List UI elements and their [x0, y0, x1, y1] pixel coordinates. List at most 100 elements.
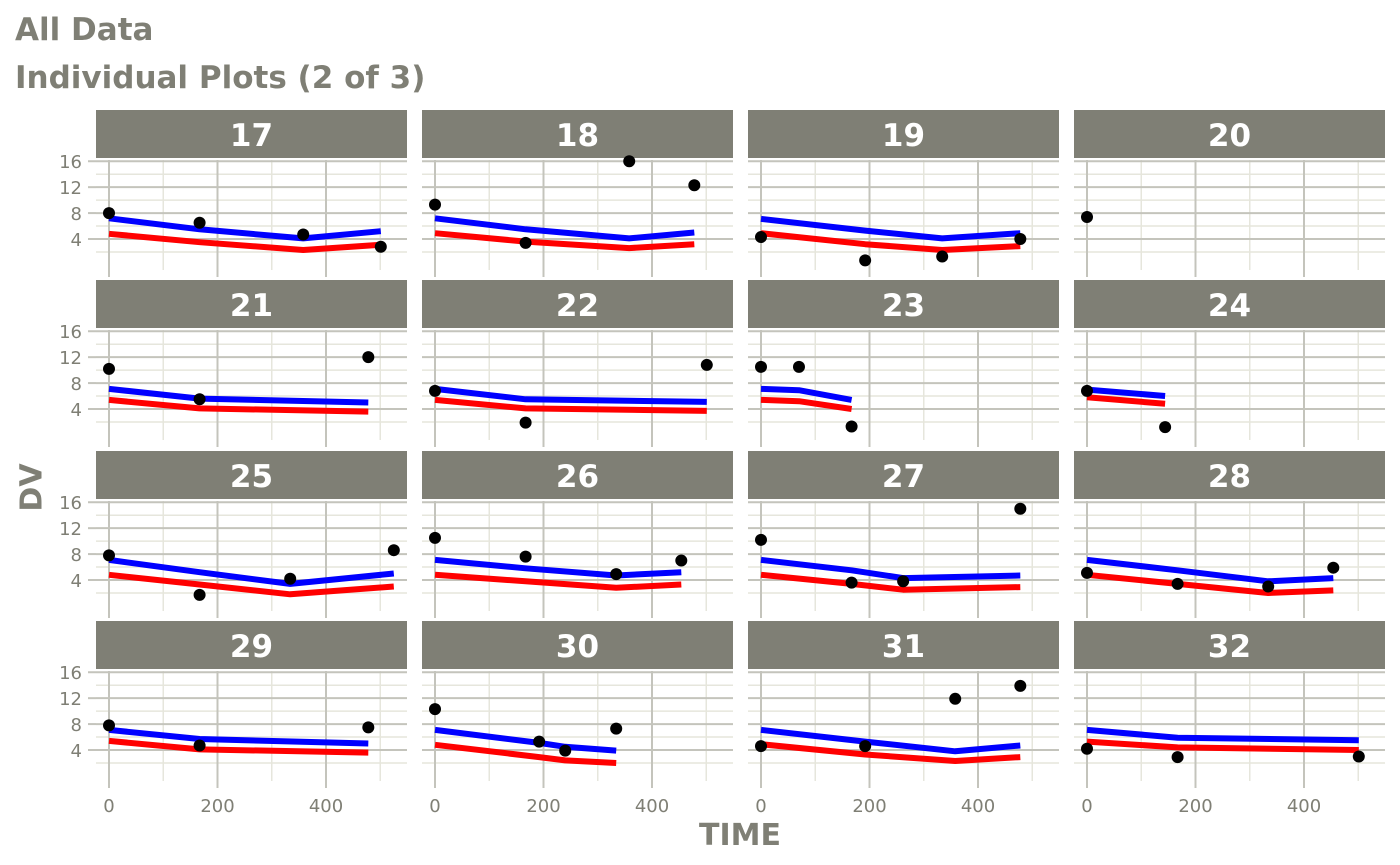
data-point	[755, 231, 767, 244]
data-point	[792, 360, 805, 373]
series-blue-line	[108, 215, 382, 242]
series-red-line	[434, 230, 695, 252]
facet-panel-28: 28	[1074, 451, 1385, 618]
data-point	[1081, 742, 1093, 755]
facet-panel-18: 18	[422, 110, 733, 277]
y-tick-label: 16	[59, 152, 82, 173]
data-point	[1352, 750, 1365, 763]
series-blue-line	[434, 385, 707, 405]
series-red-line	[760, 396, 853, 412]
panel-background	[1074, 501, 1385, 611]
y-tick-label: 4	[71, 400, 82, 421]
series-blue-line	[760, 726, 1021, 755]
facet-strip	[96, 110, 407, 158]
series-red-line	[434, 571, 682, 591]
data-point	[1171, 577, 1184, 590]
data-point	[623, 155, 636, 168]
panel-background	[748, 501, 1059, 611]
panel-background	[748, 671, 1059, 781]
x-tick-label: 0	[429, 796, 440, 817]
series-blue-line	[1086, 386, 1166, 399]
data-point	[193, 739, 206, 752]
x-axis-label: TIME	[699, 818, 781, 853]
series-red-line	[108, 230, 382, 253]
facet-strip-label: 22	[556, 288, 599, 324]
facet-panel-29: 29 4 8 12 16 0 200 400	[59, 621, 407, 817]
facet-strip-label: 18	[556, 118, 599, 154]
y-tick-label: 4	[71, 741, 82, 762]
series-red-line	[108, 396, 369, 415]
series-red-line	[108, 571, 395, 598]
panel-background	[1074, 160, 1385, 270]
panel-background	[748, 330, 1059, 440]
y-tick-label: 4	[71, 571, 82, 592]
facet-strip-label: 21	[230, 288, 273, 324]
data-point	[1327, 561, 1340, 574]
facet-strip-label: 19	[882, 118, 925, 154]
x-tick-label: 400	[309, 796, 343, 817]
data-point	[429, 198, 441, 211]
series-blue-line	[760, 556, 1021, 582]
data-point	[1014, 502, 1027, 515]
data-point	[1171, 751, 1184, 764]
x-tick-label: 0	[1081, 796, 1092, 817]
y-tick-label: 12	[59, 348, 82, 369]
series-red-line	[1086, 394, 1166, 407]
data-point	[859, 740, 872, 753]
facet-strip	[422, 110, 733, 158]
facet-strip-label: 30	[556, 629, 599, 665]
series-red-line	[760, 571, 1021, 593]
y-tick-label: 8	[71, 204, 82, 225]
data-point	[297, 228, 310, 241]
series-blue-line	[108, 556, 395, 587]
data-point	[755, 740, 767, 753]
data-point	[859, 254, 872, 267]
facet-strip	[1074, 451, 1385, 499]
y-tick-label: 12	[59, 178, 82, 199]
x-tick-label: 200	[526, 796, 560, 817]
y-tick-label: 8	[71, 715, 82, 736]
series-blue-line	[1086, 556, 1334, 585]
data-point	[193, 216, 206, 229]
facet-panel-31: 31 0 200 400	[748, 621, 1059, 817]
data-point	[1014, 679, 1027, 692]
facet-strip	[422, 280, 733, 328]
data-point	[103, 207, 115, 220]
data-point	[949, 692, 962, 705]
x-tick-label: 0	[755, 796, 766, 817]
facet-strip-label: 31	[882, 629, 925, 665]
facet-strip-label: 26	[556, 459, 599, 495]
y-tick-label: 12	[59, 519, 82, 540]
y-tick-label: 16	[59, 663, 82, 684]
data-point	[936, 250, 949, 263]
facet-strip	[1074, 110, 1385, 158]
series-blue-line	[108, 726, 369, 747]
facet-strip	[422, 621, 733, 669]
x-tick-label: 200	[852, 796, 886, 817]
x-tick-label: 400	[1287, 796, 1321, 817]
panel-background	[96, 330, 407, 440]
data-point	[387, 544, 400, 557]
facet-strip	[1074, 280, 1385, 328]
facet-panel-17: 17 4 8 12 16	[59, 110, 407, 277]
y-tick-label: 8	[71, 374, 82, 395]
facet-panel-30: 30 0 200 400	[422, 621, 733, 817]
series-red-line	[434, 741, 617, 766]
series-red-line	[1086, 571, 1334, 596]
facet-strip-label: 23	[882, 288, 925, 324]
x-tick-label: 0	[103, 796, 114, 817]
facet-strip-label: 20	[1208, 118, 1251, 154]
data-point	[284, 572, 297, 585]
facet-strip	[96, 280, 407, 328]
data-point	[1081, 384, 1093, 397]
data-point	[429, 703, 441, 716]
series-red-line	[434, 396, 707, 414]
y-tick-label: 8	[71, 545, 82, 566]
series-blue-line	[760, 385, 853, 403]
data-point	[675, 554, 688, 567]
data-point	[755, 360, 767, 373]
facet-panel-19: 19	[748, 110, 1059, 277]
data-point	[755, 533, 767, 546]
facet-panel-22: 22	[422, 280, 733, 447]
